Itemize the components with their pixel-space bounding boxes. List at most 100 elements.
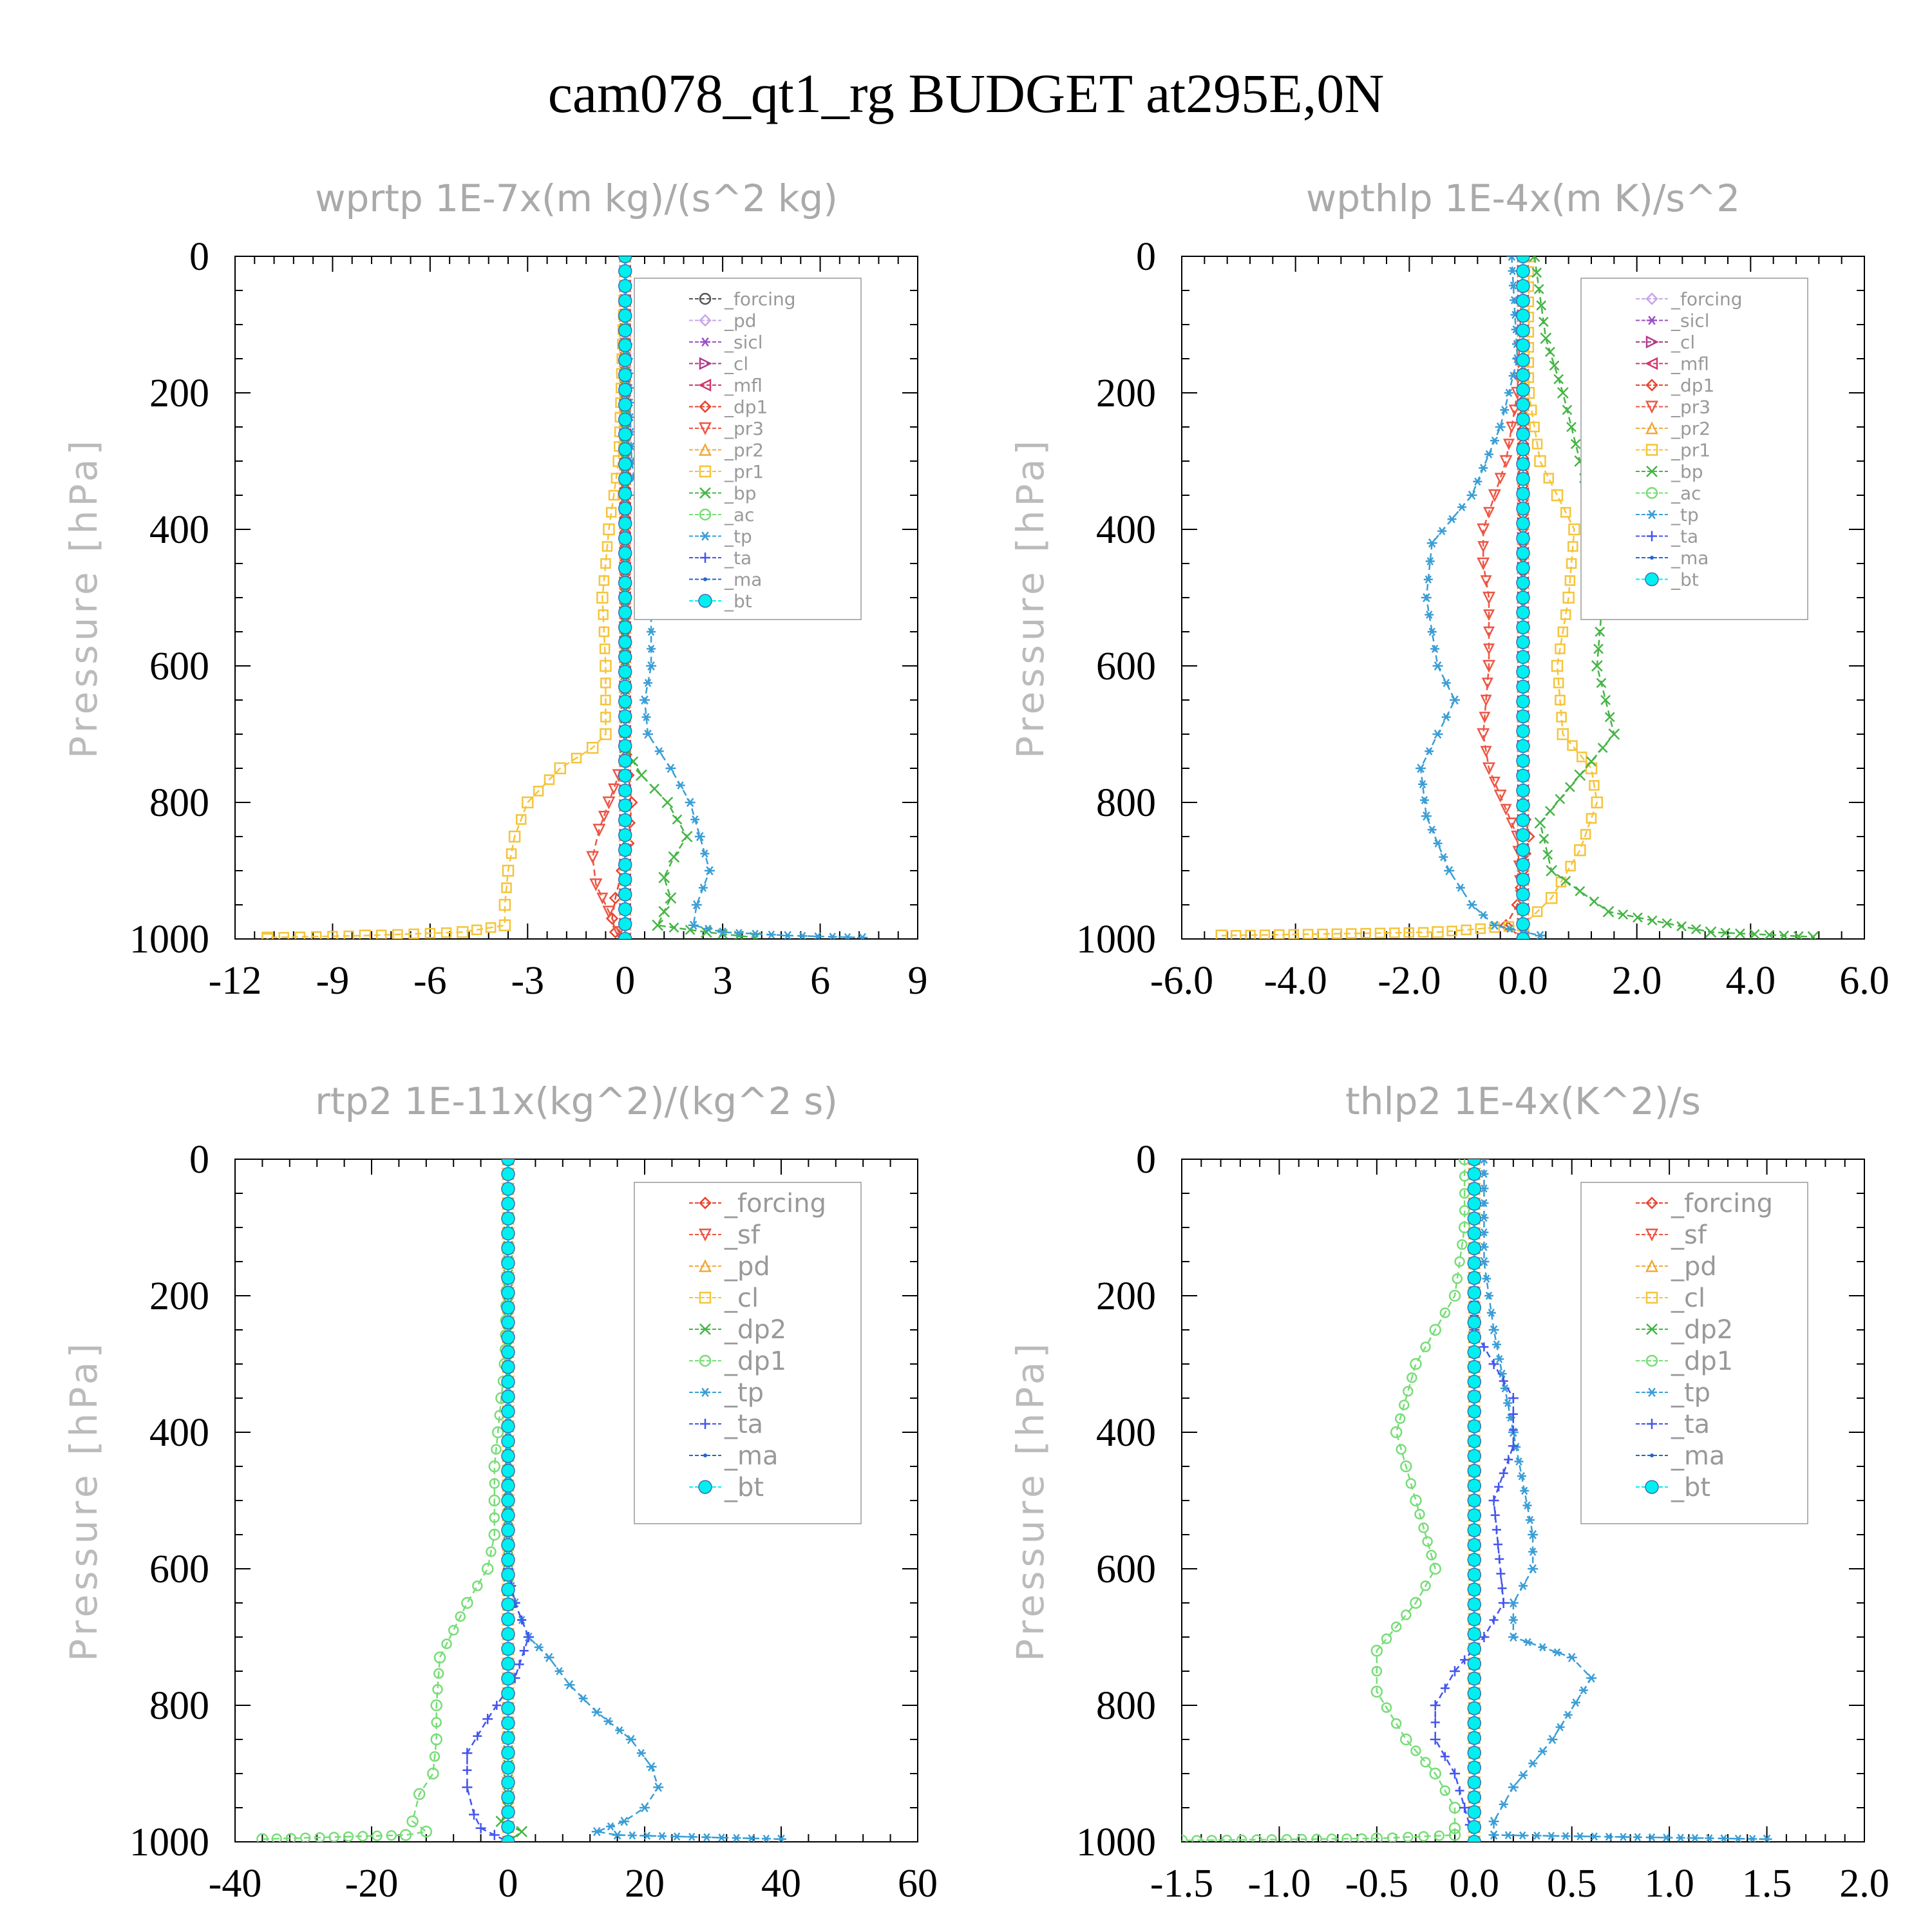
legend-label: _pr2 — [724, 439, 764, 460]
series-point — [1545, 806, 1555, 817]
series-point — [1281, 1833, 1293, 1842]
series-point — [1532, 1832, 1542, 1840]
legend-marker — [700, 1387, 710, 1397]
series-point — [375, 929, 387, 939]
x-tick-label: 4.0 — [1726, 959, 1776, 1003]
series-point — [598, 626, 610, 638]
x-tick-label: 2.0 — [1612, 959, 1662, 1003]
series-point — [1430, 645, 1440, 653]
series-point — [1662, 1833, 1671, 1842]
series-point — [618, 591, 632, 605]
series-point — [501, 1434, 515, 1448]
series-point — [813, 932, 822, 939]
x-tick-label: 40 — [761, 1862, 801, 1906]
series-point — [1427, 826, 1437, 834]
series-point — [475, 1823, 486, 1833]
series-point — [615, 1726, 625, 1735]
series-point — [702, 1833, 712, 1842]
x-tick-label: 0.0 — [1450, 1862, 1500, 1906]
y-tick-label: 1000 — [1076, 918, 1156, 961]
legend-label: _ma — [1671, 547, 1709, 569]
series-point — [1516, 798, 1530, 813]
series-point — [1508, 1632, 1519, 1642]
y-tick-label: 800 — [149, 781, 209, 825]
series-point — [1516, 887, 1530, 902]
series-point — [1586, 813, 1597, 824]
series-point — [1370, 1832, 1383, 1842]
series-point — [1457, 1239, 1468, 1250]
series-point — [1390, 1621, 1402, 1633]
series-point — [1467, 1745, 1482, 1760]
series-point — [1390, 1426, 1403, 1439]
legend-marker — [700, 553, 710, 563]
series-point — [1494, 473, 1506, 485]
series-point — [501, 1419, 515, 1434]
series-point — [618, 501, 632, 516]
series-point — [1230, 930, 1242, 939]
series-point — [1539, 833, 1549, 844]
series-point — [1518, 1831, 1528, 1840]
series-point — [1484, 450, 1493, 459]
series-point — [1410, 1358, 1422, 1370]
series-point — [399, 1829, 412, 1841]
series-point — [1531, 267, 1542, 278]
series-point — [603, 1717, 613, 1726]
series-point — [1215, 929, 1228, 939]
series-point — [618, 471, 632, 486]
series-point — [618, 516, 632, 531]
series-point — [618, 279, 632, 293]
series-point — [1556, 712, 1567, 723]
x-tick-label: 9 — [908, 959, 928, 1003]
series-point — [618, 323, 632, 337]
legend-marker — [1647, 1419, 1657, 1429]
series-point — [1761, 1834, 1772, 1842]
series-point — [1439, 853, 1448, 862]
legend-marker — [699, 400, 712, 413]
series-point — [481, 1562, 494, 1575]
series-point — [618, 442, 632, 457]
series-point — [1545, 892, 1558, 904]
legend-label: _pr3 — [724, 418, 764, 439]
legend-label: _tp — [724, 526, 752, 547]
series-point — [589, 878, 603, 891]
series-point — [1447, 515, 1457, 524]
series-point — [1528, 256, 1540, 262]
series-point — [440, 927, 452, 938]
series-point — [596, 591, 609, 604]
series-point — [1528, 1564, 1539, 1574]
chart-panel-3: rtp2 1E-11x(kg^2)/(kg^2 s) Pressure [hPa]… — [62, 1079, 938, 1906]
series-point — [1410, 1494, 1422, 1507]
series-point — [1426, 1549, 1437, 1561]
series-point — [310, 931, 322, 939]
series-point — [1394, 1413, 1406, 1425]
series-point — [471, 924, 482, 936]
series-point — [627, 1831, 637, 1840]
series-point — [1405, 1478, 1417, 1489]
series-point — [1570, 439, 1581, 450]
series-point — [1516, 650, 1530, 664]
legend-label: _mfl — [1671, 353, 1709, 374]
series-point — [1466, 900, 1477, 910]
series-point — [598, 609, 609, 620]
series-point — [1516, 828, 1530, 842]
series-point — [618, 576, 632, 590]
series-point — [1467, 1820, 1482, 1834]
series-point — [424, 927, 436, 939]
legend-marker — [699, 1291, 712, 1304]
series-point — [1557, 626, 1569, 638]
series-point — [1467, 1671, 1482, 1686]
series-point — [1567, 541, 1578, 552]
legend-label: _forcing — [1671, 1189, 1773, 1218]
series-point — [328, 1832, 339, 1842]
legend-label: _sf — [724, 1220, 761, 1250]
series-point — [278, 932, 289, 939]
series-point — [717, 927, 728, 937]
series-line — [624, 256, 755, 939]
series-point — [603, 523, 615, 536]
series-point — [647, 627, 656, 636]
series-point — [457, 926, 469, 938]
y-tick-label: 800 — [149, 1684, 209, 1728]
legend-label: _dp2 — [1671, 1315, 1733, 1345]
series-point — [1705, 1834, 1714, 1842]
series-point — [665, 892, 677, 904]
